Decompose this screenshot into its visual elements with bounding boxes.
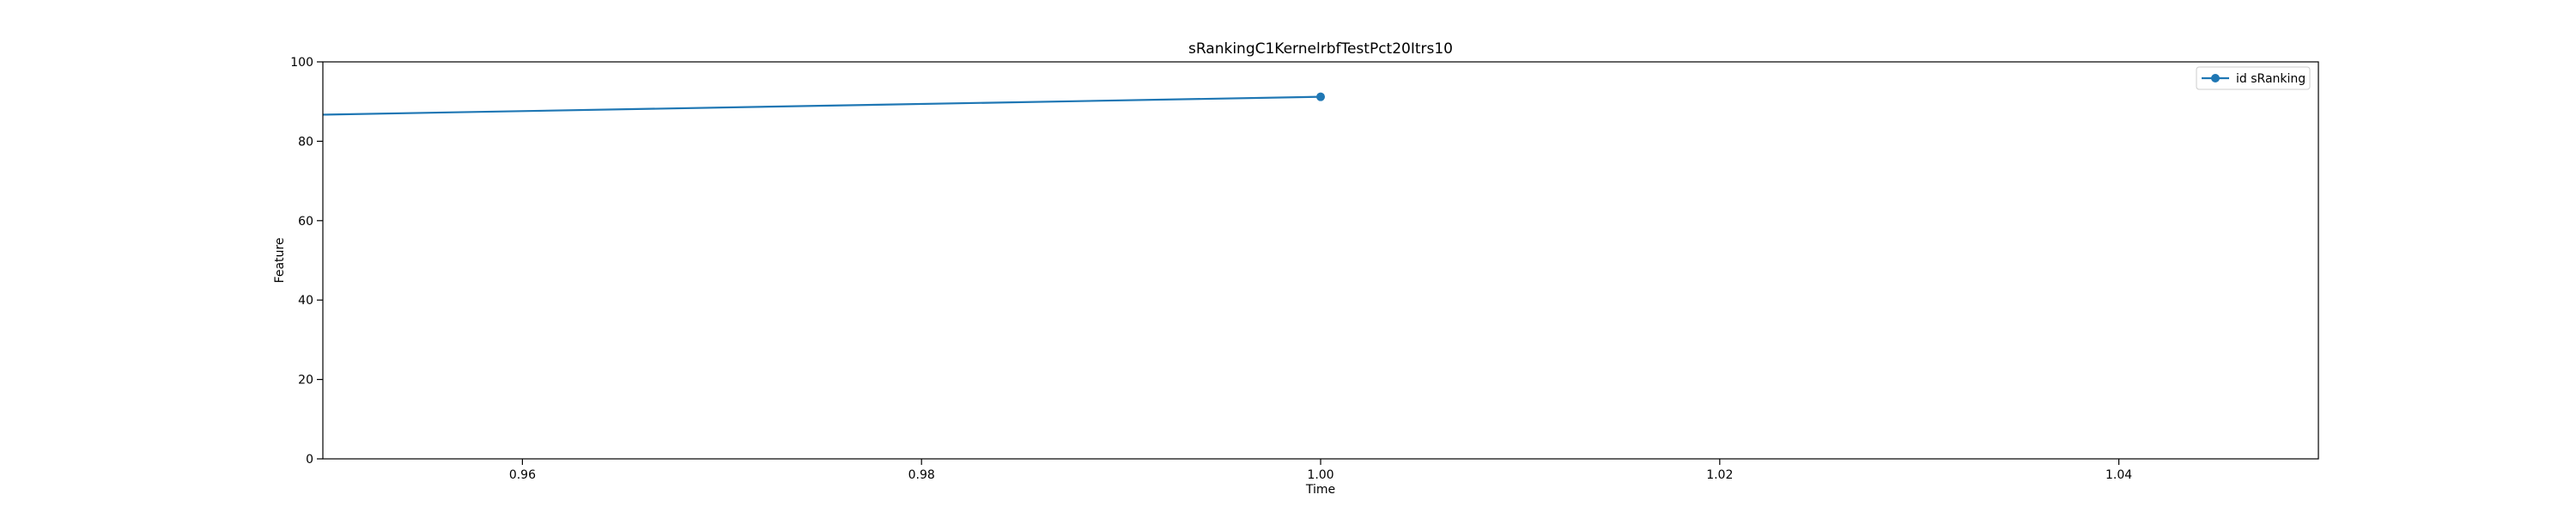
y-axis-label: Feature — [273, 238, 287, 284]
x-axis-label: Time — [1305, 483, 1335, 497]
y-tick-label: 100 — [290, 56, 313, 70]
x-tick-label: 1.00 — [1307, 468, 1334, 482]
x-axis-ticks: 0.96 0.98 1.00 1.02 1.04 — [509, 459, 2132, 482]
data-point — [1316, 92, 1325, 101]
series-line — [322, 95, 1321, 116]
y-tick-label: 20 — [298, 374, 313, 388]
y-tick-label: 0 — [306, 453, 313, 467]
chart-title: sRankingC1KernelrbfTestPct20Itrs10 — [1188, 40, 1453, 58]
x-tick-label: 0.96 — [509, 468, 536, 482]
y-tick-label: 40 — [298, 294, 313, 308]
x-tick-label: 1.02 — [1706, 468, 1733, 482]
legend-marker — [2211, 74, 2220, 82]
legend-box — [2196, 66, 2311, 90]
y-tick-label: 60 — [298, 215, 313, 229]
legend: id sRanking — [2196, 66, 2311, 90]
plot-series — [322, 92, 1325, 116]
y-tick-label: 80 — [298, 135, 313, 149]
legend-label: id sRanking — [2236, 72, 2306, 86]
x-tick-label: 0.98 — [908, 468, 935, 482]
y-axis-ticks: 0 20 40 60 80 100 — [290, 56, 323, 467]
plot-frame — [322, 61, 2319, 460]
x-tick-label: 1.04 — [2105, 468, 2132, 482]
